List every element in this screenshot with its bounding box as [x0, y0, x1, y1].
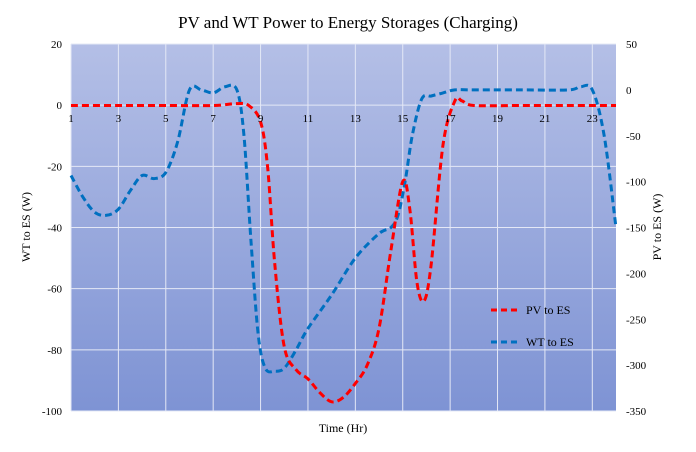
series-line-pv-to-es — [70, 95, 616, 404]
x-tick-label: 15 — [397, 113, 409, 125]
x-tick-label: 7 — [210, 113, 216, 125]
y-left-tick-label: -60 — [47, 284, 62, 296]
x-tick-label: 9 — [258, 113, 264, 125]
y-left-axis-label: WT to ES (W) — [19, 192, 33, 262]
x-tick-label: 3 — [116, 113, 122, 125]
y-left-tick-label: -40 — [47, 223, 62, 235]
y-left-tick-label: -20 — [47, 161, 62, 173]
x-axis-label: Time (Hr) — [319, 421, 368, 435]
chart-title: PV and WT Power to Energy Storages (Char… — [178, 13, 518, 32]
y-right-tick-label: 0 — [626, 85, 632, 97]
x-tick-label: 19 — [492, 113, 504, 125]
x-tick-label: 17 — [445, 113, 457, 125]
x-tick-label: 5 — [163, 113, 169, 125]
y-left-tick-label: -100 — [42, 406, 63, 418]
y-right-tick-label: -250 — [626, 314, 647, 326]
y-right-tick-label: -50 — [626, 131, 641, 143]
y-left-tick-label: 20 — [51, 39, 63, 51]
y-right-tick-label: -200 — [626, 268, 647, 280]
x-tick-label: 21 — [539, 113, 550, 125]
x-tick-label: 23 — [587, 113, 599, 125]
y-left-tick-label: 0 — [57, 100, 63, 112]
x-tick-label: 11 — [303, 113, 314, 125]
y-right-tick-label: 50 — [626, 39, 638, 51]
y-right-tick-labels: 50 0 -50 -100 -150 -200 -250 -300 -350 — [626, 39, 647, 418]
x-tick-label: 1 — [68, 113, 74, 125]
series-layer — [69, 83, 618, 404]
x-tick-labels: 1 3 5 7 9 11 13 15 17 19 21 23 — [68, 113, 598, 125]
y-left-tick-label: -80 — [47, 345, 62, 357]
y-right-tick-label: -350 — [626, 406, 647, 418]
y-right-tick-label: -150 — [626, 223, 647, 235]
y-left-tick-labels: 20 0 -20 -40 -60 -80 -100 — [42, 39, 63, 418]
y-right-tick-label: -100 — [626, 177, 647, 189]
legend-label-wt: WT to ES — [526, 335, 574, 349]
y-right-tick-label: -300 — [626, 360, 647, 372]
legend-label-pv: PV to ES — [526, 303, 570, 317]
y-right-axis-label: PV to ES (W) — [650, 194, 664, 261]
legend: PV to ES WT to ES — [491, 303, 574, 349]
x-tick-label: 13 — [350, 113, 362, 125]
series-line-wt-to-es — [69, 83, 618, 374]
